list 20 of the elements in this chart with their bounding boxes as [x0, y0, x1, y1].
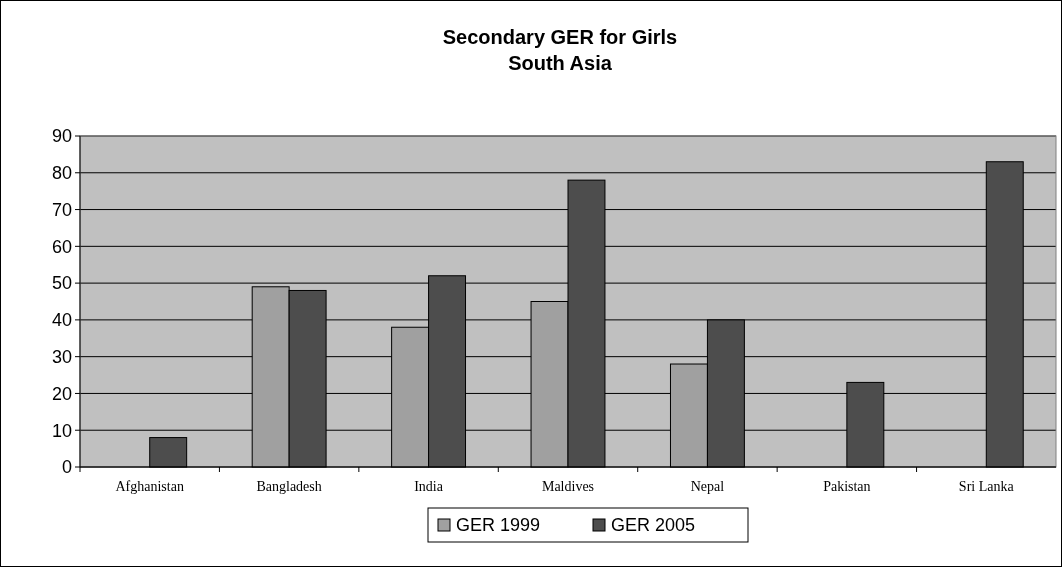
y-tick-label: 80: [51, 163, 72, 184]
legend-label: GER 2005: [611, 515, 696, 536]
y-tick-label: 40: [51, 310, 72, 331]
y-tick-label: 70: [51, 199, 72, 220]
y-tick-label: 60: [51, 236, 72, 257]
chart-title: Secondary GER for Girls South Asia: [442, 26, 678, 74]
y-tick-label: 30: [51, 346, 72, 367]
x-tick-label: Bangladesh: [256, 479, 322, 494]
x-tick-label: Afghanistan: [115, 479, 184, 494]
y-tick-label: 0: [61, 457, 72, 478]
legend-label: GER 1999: [456, 515, 541, 536]
x-tick-label: Sri Lanka: [958, 479, 1015, 494]
x-tick-label: Maldives: [541, 479, 595, 494]
y-tick-label: 10: [51, 420, 72, 441]
y-tick-label: 50: [51, 273, 72, 294]
x-tick-label: Pakistan: [823, 479, 871, 494]
y-tick-label: 20: [51, 383, 72, 404]
x-tick-label: Nepal: [690, 479, 725, 494]
x-tick-label: India: [414, 479, 444, 494]
y-tick-label: 90: [51, 126, 72, 147]
